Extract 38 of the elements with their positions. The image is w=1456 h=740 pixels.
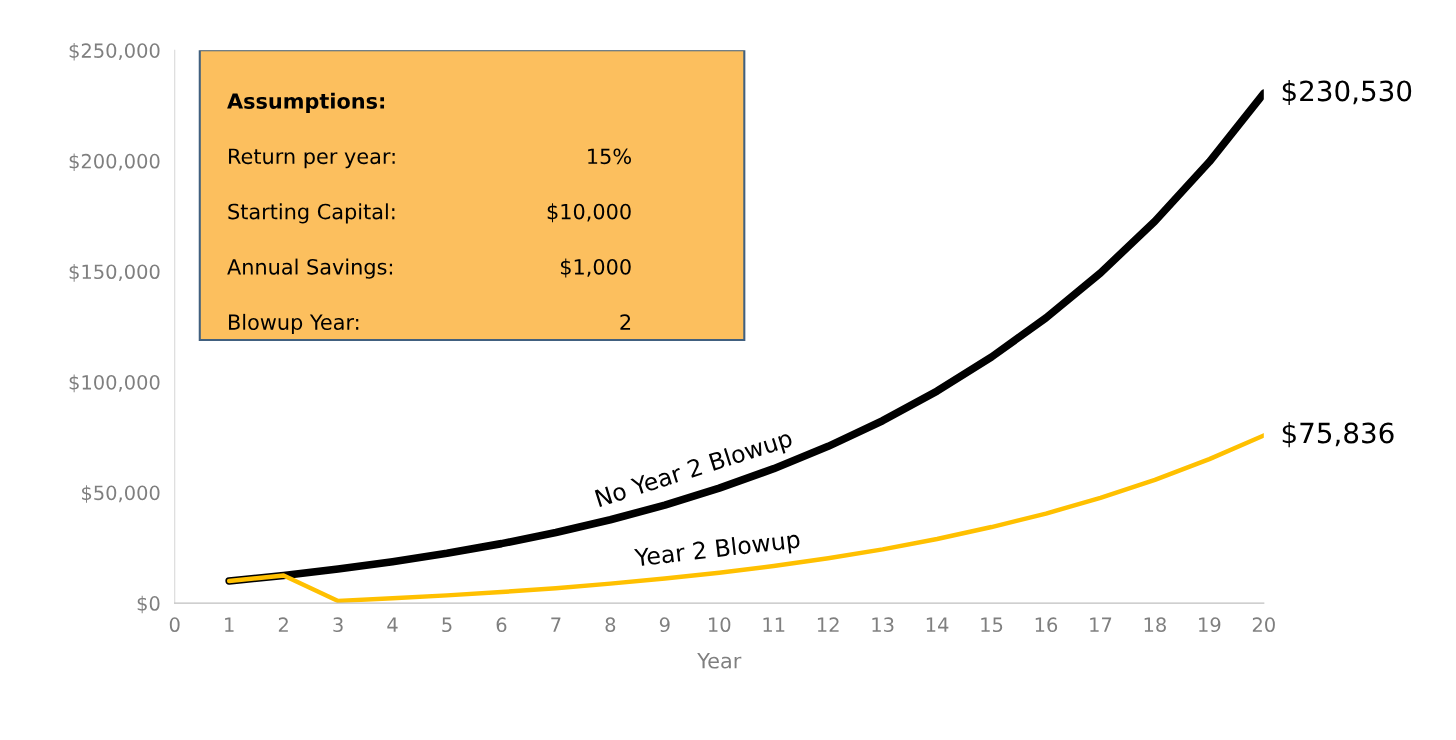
y-tick-label: $200,000	[69, 153, 160, 172]
x-tick-label: 15	[981, 617, 1003, 633]
y-tick-label: $50,000	[82, 485, 160, 503]
x-tick-label: 2	[278, 617, 288, 632]
y-tick-label: $100,000	[69, 374, 160, 393]
line-series	[226, 433, 1264, 604]
y-tick-label: $250,000	[69, 42, 160, 61]
data-label: $75,836	[1282, 421, 1394, 448]
y-tick-label: $150,000	[69, 264, 160, 282]
text: Starting Capital: $10,000	[228, 203, 631, 224]
x-tick-label: 4	[387, 617, 398, 632]
x-tick-label: 10	[709, 617, 731, 633]
x-tick-label: 12	[817, 617, 839, 632]
y-tick-label: $0	[137, 595, 160, 614]
text: Blowup Year: 2	[229, 313, 631, 335]
x-tick-label: 17	[1090, 617, 1112, 632]
x-tick-label: 20	[1252, 617, 1275, 633]
x-tick-label: 6	[496, 617, 507, 633]
data-label: $230,530	[1282, 79, 1412, 106]
x-axis-title: Year	[697, 653, 742, 669]
text: Return per year: 15%	[229, 148, 631, 169]
x-tick-label: 11	[763, 617, 785, 632]
x-tick-label: 16	[1035, 617, 1058, 633]
x-tick-label: 14	[926, 617, 949, 632]
x-tick-label: 9	[659, 617, 670, 633]
x-tick-label: 3	[333, 617, 343, 633]
x-tick-label: 19	[1199, 617, 1221, 633]
x-tick-label: 18	[1144, 617, 1166, 633]
x-tick-label: 1	[225, 617, 234, 632]
x-tick-label: 5	[442, 617, 452, 633]
text: Year 2 Blowup	[633, 529, 801, 572]
x-tick-label: 7	[551, 617, 561, 632]
text: No Year 2 Blowup	[594, 428, 795, 512]
x-tick-label: 0	[169, 617, 180, 633]
x-tick-label: 8	[605, 617, 616, 633]
text: Annual Savings: $1,000	[227, 258, 631, 279]
annotation: Assumptions:	[227, 92, 385, 113]
x-tick-label: 13	[872, 617, 894, 633]
